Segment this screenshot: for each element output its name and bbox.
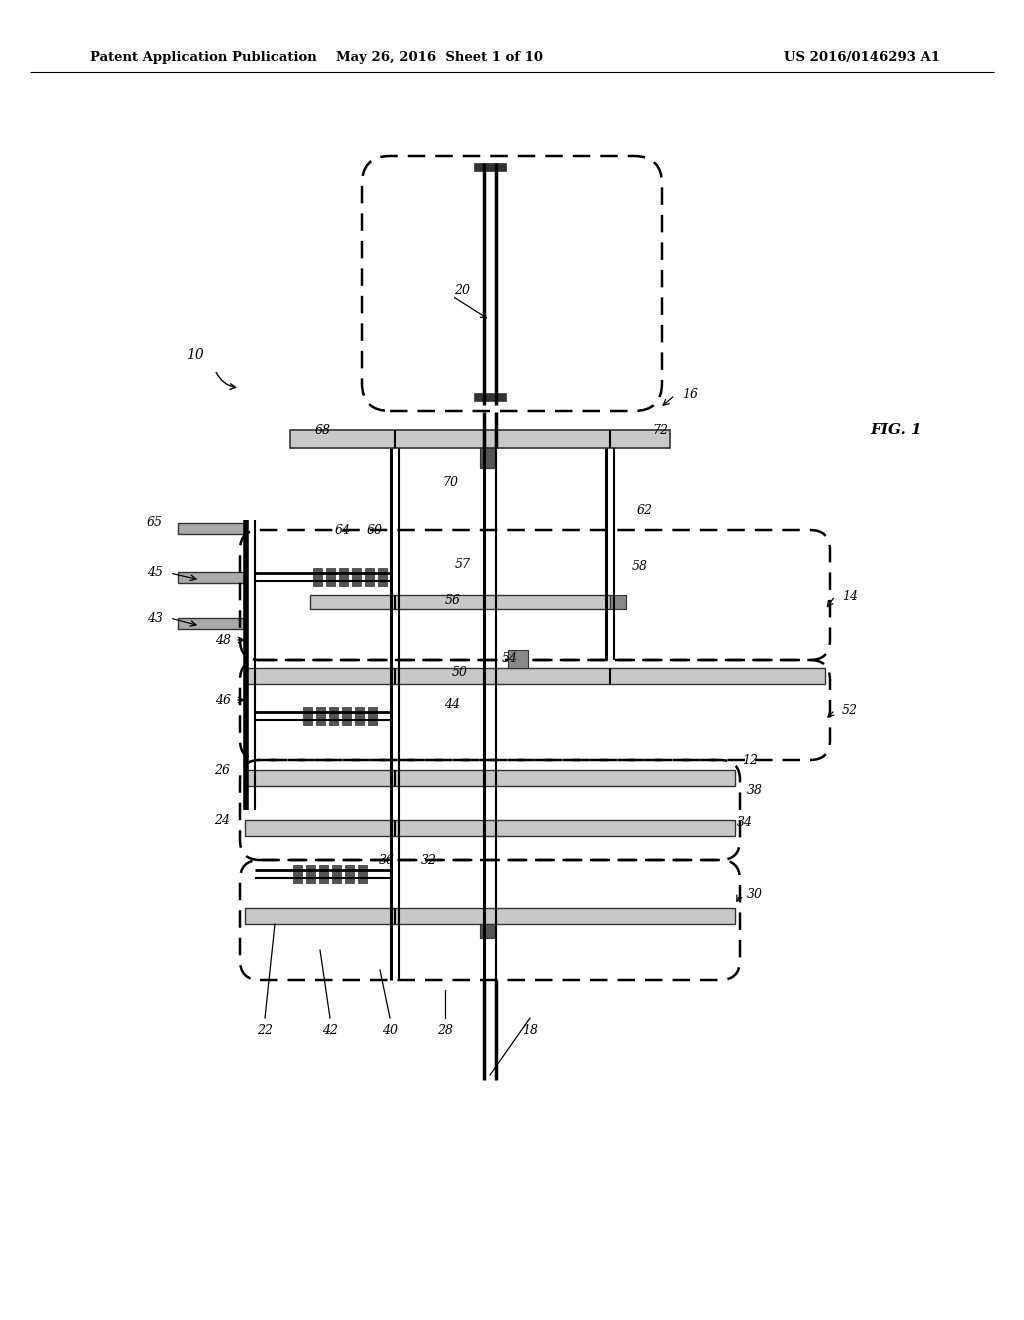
Text: 64: 64: [335, 524, 351, 536]
Bar: [303, 708, 312, 725]
Text: 70: 70: [442, 475, 458, 488]
Text: 45: 45: [147, 565, 163, 578]
Text: 46: 46: [215, 693, 231, 706]
Text: 28: 28: [437, 1023, 453, 1036]
Bar: [345, 865, 354, 883]
Bar: [352, 568, 361, 586]
Bar: [293, 865, 302, 883]
Text: 62: 62: [637, 503, 653, 516]
Text: 58: 58: [632, 560, 648, 573]
Bar: [378, 568, 387, 586]
Text: 44: 44: [444, 698, 460, 711]
Text: 34: 34: [737, 816, 753, 829]
Text: 50: 50: [452, 665, 468, 678]
Bar: [326, 568, 335, 586]
Text: Patent Application Publication: Patent Application Publication: [90, 51, 316, 65]
Text: 24: 24: [214, 813, 230, 826]
Bar: [178, 618, 246, 630]
Text: 42: 42: [322, 1023, 338, 1036]
Text: 65: 65: [147, 516, 163, 529]
Text: 10: 10: [186, 348, 204, 362]
Bar: [358, 865, 367, 883]
Bar: [339, 568, 348, 586]
Bar: [480, 447, 496, 469]
Bar: [178, 572, 246, 583]
Bar: [313, 568, 322, 586]
Text: US 2016/0146293 A1: US 2016/0146293 A1: [784, 51, 940, 65]
Text: 16: 16: [682, 388, 698, 401]
Text: 56: 56: [445, 594, 461, 606]
Bar: [365, 568, 374, 586]
Bar: [474, 162, 506, 172]
Bar: [245, 908, 735, 924]
Bar: [508, 649, 528, 668]
Text: 43: 43: [147, 611, 163, 624]
Text: 52: 52: [842, 704, 858, 717]
Bar: [355, 708, 364, 725]
Bar: [316, 708, 325, 725]
Text: FIG. 1: FIG. 1: [870, 422, 922, 437]
Bar: [368, 708, 377, 725]
Text: 12: 12: [742, 754, 758, 767]
Text: 38: 38: [746, 784, 763, 796]
Bar: [319, 865, 328, 883]
Bar: [245, 820, 735, 836]
Bar: [178, 523, 246, 535]
Text: 20: 20: [454, 284, 470, 297]
Bar: [245, 668, 825, 684]
Bar: [332, 865, 341, 883]
Bar: [610, 595, 626, 609]
Text: 72: 72: [652, 424, 668, 437]
Text: 14: 14: [842, 590, 858, 602]
Bar: [310, 595, 610, 609]
Bar: [480, 924, 496, 939]
Text: 54: 54: [502, 652, 518, 665]
Text: 32: 32: [421, 854, 437, 867]
Text: 57: 57: [455, 558, 471, 572]
Text: 36: 36: [379, 854, 395, 867]
Bar: [245, 770, 735, 785]
Text: 18: 18: [522, 1023, 538, 1036]
Text: 60: 60: [367, 524, 383, 536]
Bar: [329, 708, 338, 725]
Text: 22: 22: [257, 1023, 273, 1036]
Bar: [474, 393, 506, 401]
Text: May 26, 2016  Sheet 1 of 10: May 26, 2016 Sheet 1 of 10: [337, 51, 544, 65]
Bar: [290, 430, 670, 447]
Text: 40: 40: [382, 1023, 398, 1036]
Bar: [342, 708, 351, 725]
Text: 68: 68: [315, 424, 331, 437]
Text: 26: 26: [214, 763, 230, 776]
Text: 48: 48: [215, 634, 231, 647]
Bar: [306, 865, 315, 883]
Text: 30: 30: [746, 888, 763, 902]
